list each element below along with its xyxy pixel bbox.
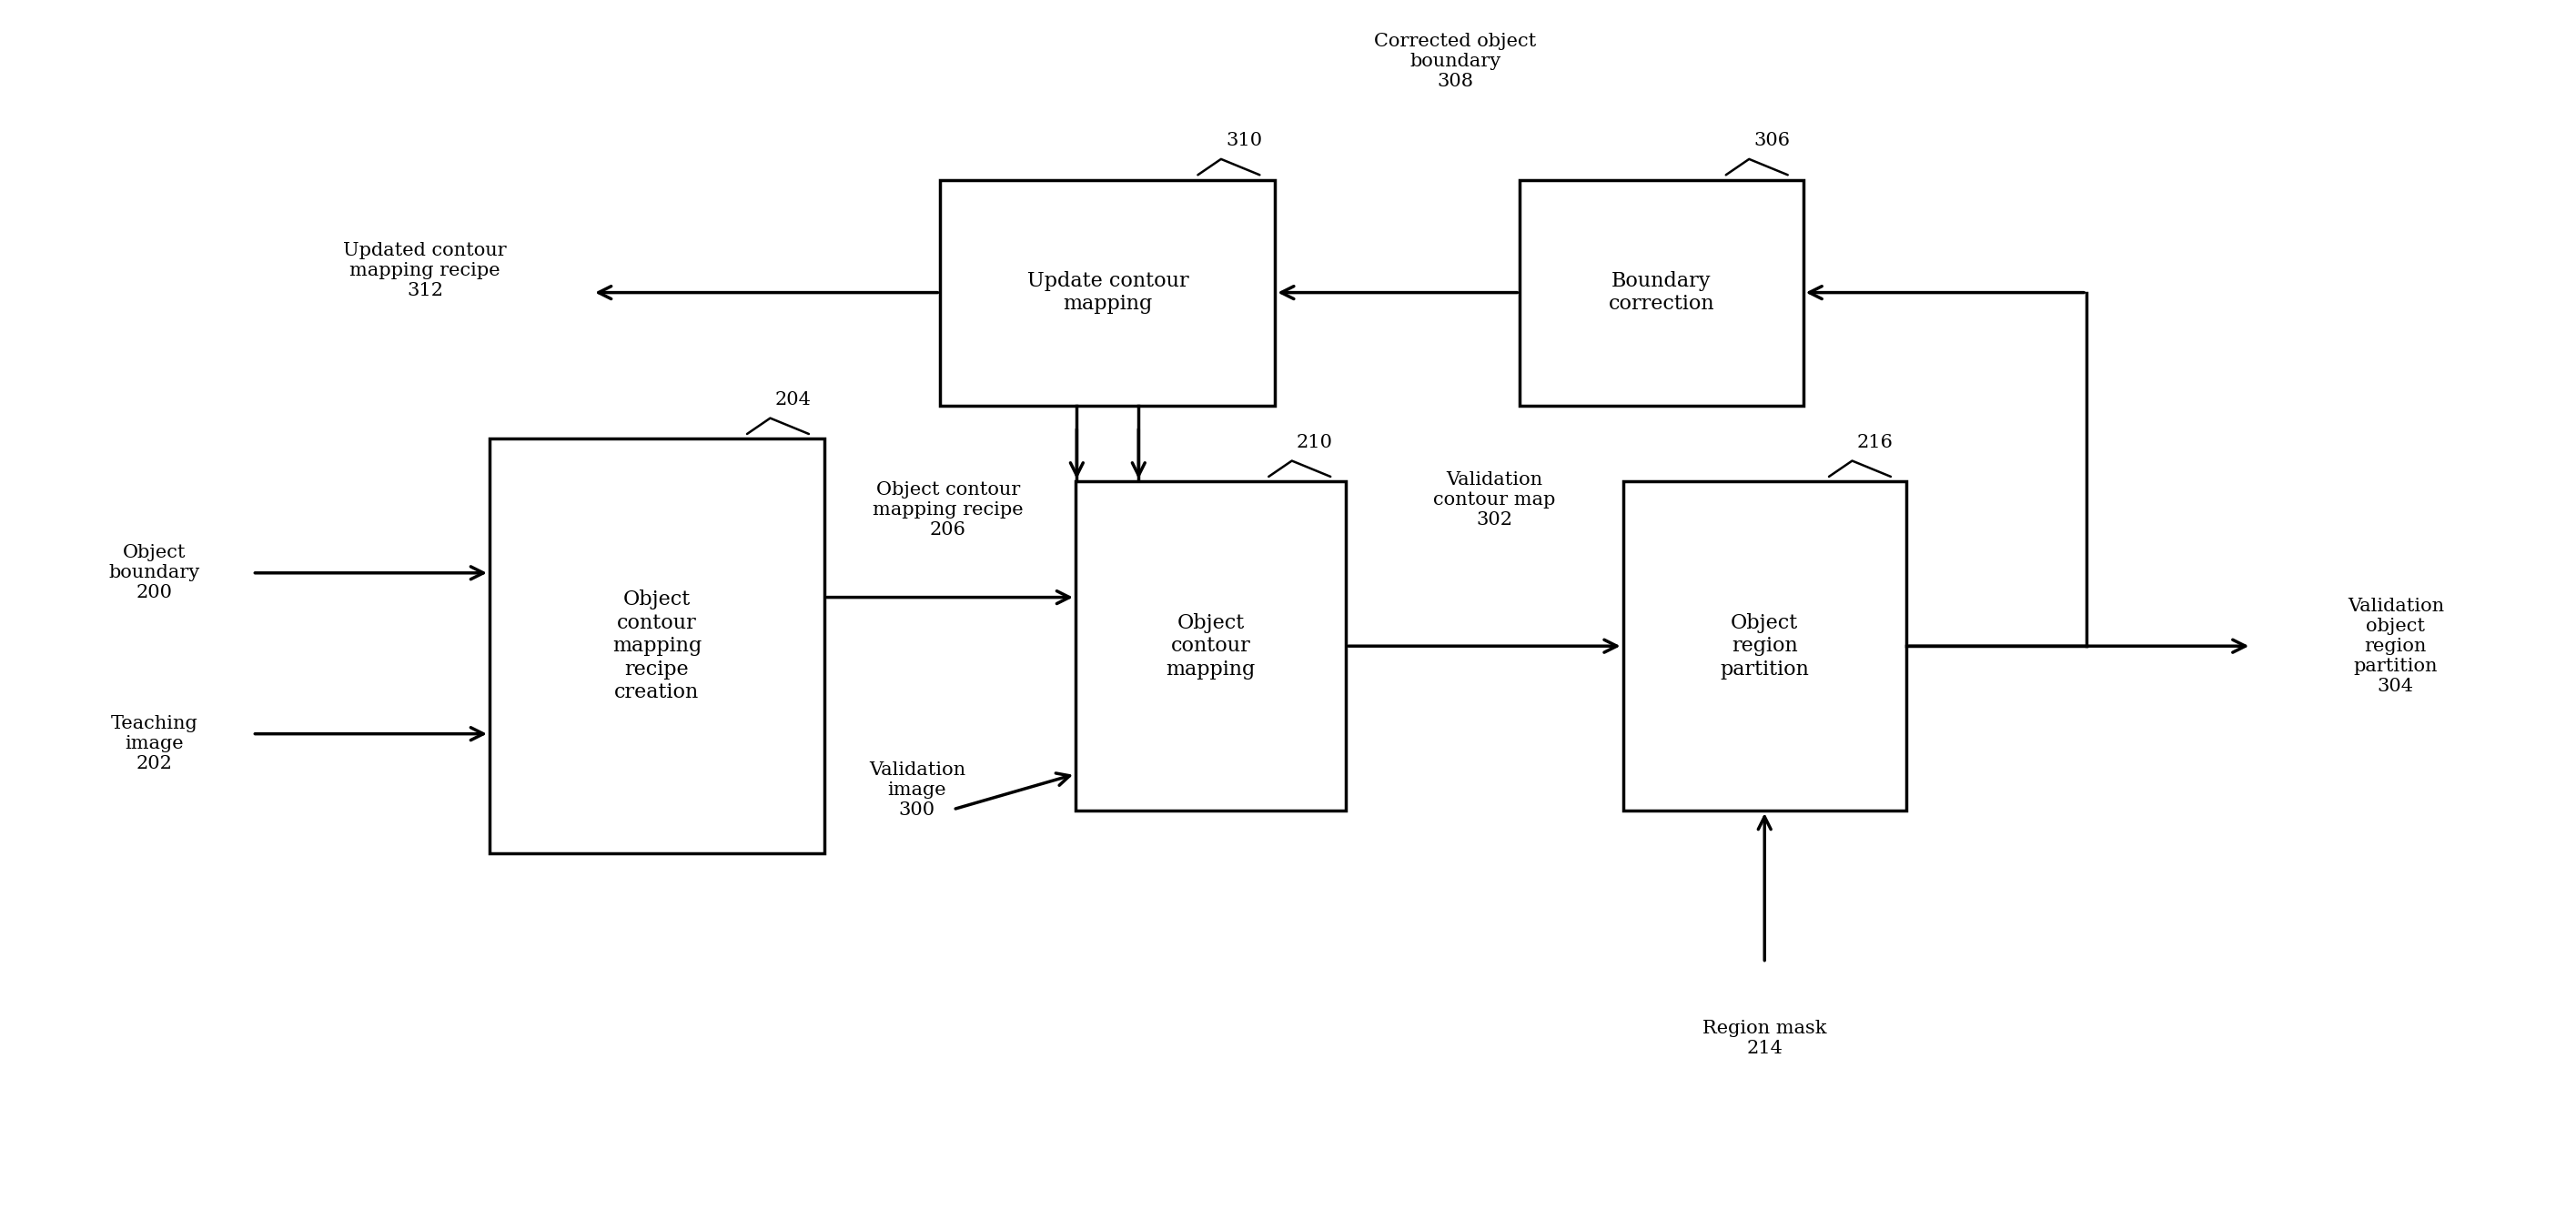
Bar — [940, 180, 1275, 406]
Text: Object
boundary
200: Object boundary 200 — [108, 544, 201, 602]
Text: 204: 204 — [775, 391, 811, 408]
Text: Validation
object
region
partition
304: Validation object region partition 304 — [2347, 597, 2445, 695]
Text: Boundary
correction: Boundary correction — [1607, 271, 1716, 315]
Text: Region mask
214: Region mask 214 — [1703, 1020, 1826, 1057]
Bar — [1623, 482, 1906, 811]
Text: Object
contour
mapping
recipe
creation: Object contour mapping recipe creation — [613, 590, 701, 702]
Text: 310: 310 — [1226, 132, 1262, 150]
Bar — [1074, 482, 1345, 811]
Text: Object
contour
mapping: Object contour mapping — [1167, 613, 1255, 679]
Bar — [1520, 180, 1803, 406]
Text: 306: 306 — [1754, 132, 1790, 150]
Text: 216: 216 — [1857, 434, 1893, 451]
Text: Updated contour
mapping recipe
312: Updated contour mapping recipe 312 — [343, 241, 507, 300]
Text: Corrected object
boundary
308: Corrected object boundary 308 — [1376, 32, 1535, 90]
Text: 210: 210 — [1296, 434, 1334, 451]
Text: Object
region
partition: Object region partition — [1721, 613, 1808, 679]
Text: Validation
contour map
302: Validation contour map 302 — [1432, 471, 1556, 529]
Text: Teaching
image
202: Teaching image 202 — [111, 714, 198, 773]
Text: Update contour
mapping: Update contour mapping — [1028, 271, 1188, 315]
Text: Validation
image
300: Validation image 300 — [868, 761, 966, 819]
Bar — [489, 439, 824, 853]
Text: Object contour
mapping recipe
206: Object contour mapping recipe 206 — [873, 480, 1023, 539]
